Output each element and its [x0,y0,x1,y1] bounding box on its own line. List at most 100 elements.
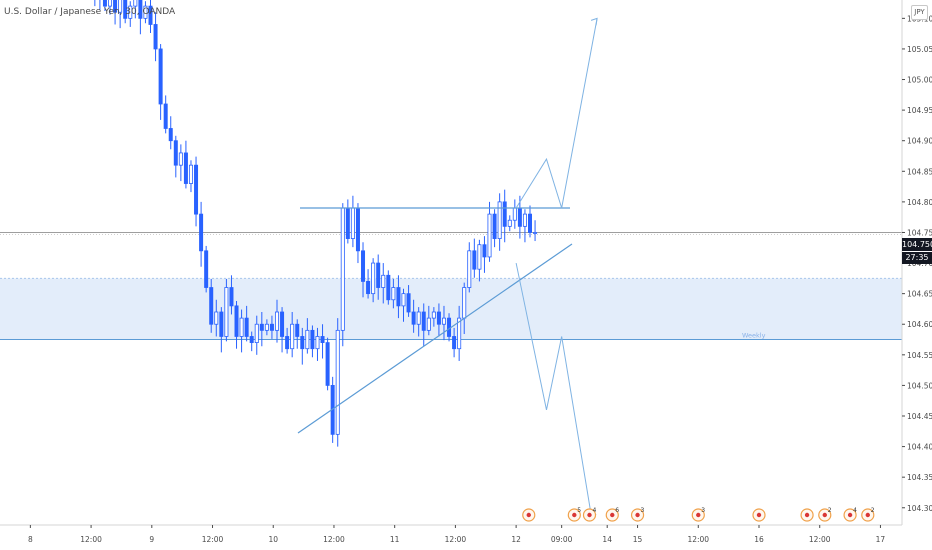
candle-body [113,0,118,13]
price-tick-label: 104.500 [907,381,932,390]
candle-body [386,274,391,301]
candle-body [138,0,143,19]
time-tick-label: 12:00 [202,535,224,544]
candle-body [269,323,274,331]
economic-event-marker[interactable] [752,508,766,522]
time-tick-label: 10 [268,535,278,544]
economic-event-marker[interactable]: 2 [861,507,875,522]
candle-body [204,250,209,288]
candle-body [153,24,158,50]
price-tick-label: 104.900 [907,137,932,146]
candle-body [533,232,538,234]
candle-body [224,287,229,337]
event-count: 4 [592,507,596,514]
price-tick-label: 104.650 [907,290,932,299]
candle-body [320,336,325,343]
price-tick-label: 104.750 [907,228,932,237]
candle-body [209,287,214,325]
drawings[interactable] [297,17,598,521]
candle-body [355,207,360,252]
candle-body [391,287,396,301]
candle-body [376,262,381,288]
economic-event-marker[interactable]: 4 [582,507,596,522]
event-markers[interactable]: 5 4 6 3 3 2 4 2 [522,507,875,522]
event-count: 5 [577,507,581,514]
event-flag-icon [756,512,762,518]
event-count: 6 [615,507,619,514]
candle-body [487,213,492,258]
candle-body [507,219,512,227]
candle-body [522,213,527,227]
candle-body [148,5,153,25]
candle-body [163,103,168,129]
event-flag-icon [865,512,870,518]
candle-body [128,5,133,19]
economic-event-marker[interactable]: 4 [843,507,857,522]
event-flag-icon [572,512,577,518]
candles [94,0,538,447]
event-flag-icon [847,512,853,518]
candle-body [366,281,371,295]
price-tick-label: 104.950 [907,106,932,115]
candle-body [335,329,340,435]
event-flag-icon [610,512,615,518]
candle-body [447,317,452,337]
candle-body [295,323,300,337]
candle-body [441,317,446,325]
event-count: 2 [871,507,875,514]
event-flag-icon [822,512,827,518]
time-tick-label: 12:00 [323,535,345,544]
candle-body [280,311,285,337]
price-tick-label: 105.000 [907,76,932,85]
candle-body [416,311,421,325]
candle-body [457,317,462,350]
event-count: 2 [828,507,832,514]
time-tick-label: 11 [390,535,400,544]
price-tick-label: 104.550 [907,351,932,360]
time-tick-label: 15 [633,535,643,544]
price-tick-label: 104.800 [907,198,932,207]
candle-body [194,164,199,215]
symbol-title[interactable]: U.S. Dollar / Japanese Yen, 30, OANDA [4,7,176,17]
event-flag-icon [696,512,701,518]
candle-body [290,323,295,350]
bullish-projection-path [515,18,598,209]
event-count: 3 [701,507,705,514]
zone-label: Weekly [742,332,766,340]
candle-body [158,48,163,105]
time-tick-label: 12:00 [445,535,467,544]
price-axis[interactable]: 105.100105.050105.000104.950104.900104.8… [901,0,932,525]
candle-body [133,0,138,7]
time-tick-label: 12:00 [809,535,831,544]
candle-body [178,152,183,166]
candle-body [472,250,477,270]
candle-body [229,287,234,307]
currency-badge[interactable]: JPY [911,5,928,20]
candle-body [254,323,259,343]
candle-body [102,0,107,7]
arrowhead-up [590,17,598,26]
economic-event-marker[interactable] [800,508,814,522]
candle-body [219,311,224,337]
candle-body [381,274,386,288]
time-axis[interactable]: 8 12:00 9 12:00 10 12:00 11 12:00 12 09:00 14 15 12:… [0,524,902,544]
candle-body [188,164,193,184]
candle-body [305,329,310,350]
economic-event-marker[interactable]: 6 [605,507,619,522]
candle-body [183,152,188,184]
candle-body [426,317,431,331]
economic-event-marker[interactable]: 3 [630,507,645,522]
candle-body [274,311,279,331]
time-tick-label: 9 [149,535,154,544]
candle-body [264,323,269,331]
economic-event-marker[interactable] [522,508,536,522]
economic-event-marker[interactable]: 2 [818,507,832,522]
price-tick-label: 104.850 [907,167,932,176]
candle-body [259,323,264,331]
economic-event-marker[interactable]: 5 [567,507,581,522]
economic-event-marker[interactable]: 3 [691,507,705,522]
candle-body [345,207,350,239]
candle-body [173,140,178,166]
